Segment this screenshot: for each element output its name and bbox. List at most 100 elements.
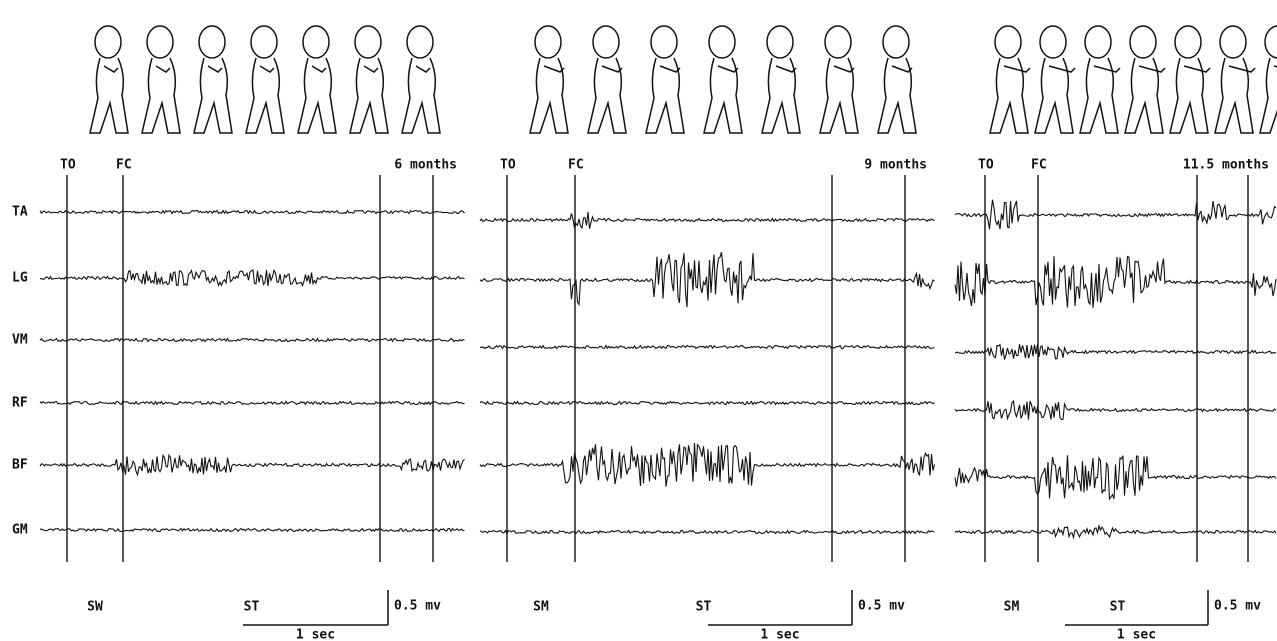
emg-trace: [955, 526, 1276, 538]
arm: [1229, 66, 1255, 72]
emg-trace: [40, 402, 465, 405]
head: [1130, 26, 1156, 58]
time-scale-label: 1 sec: [296, 628, 335, 641]
muscle-label: BF: [12, 458, 28, 473]
age-label: 6 months: [394, 158, 457, 173]
head: [199, 26, 225, 58]
muscle-label: VM: [12, 333, 28, 348]
arm: [312, 66, 326, 72]
head: [709, 26, 735, 58]
head: [1040, 26, 1066, 58]
head: [883, 26, 909, 58]
age-label: 11.5 months: [1183, 158, 1269, 173]
emg-trace: [955, 344, 1276, 359]
emg-trace: [40, 211, 465, 214]
phase-label: ST: [696, 600, 712, 615]
arm: [208, 66, 222, 72]
head: [1265, 26, 1277, 58]
emg-trace: [40, 455, 465, 475]
emg-trace: [40, 339, 465, 342]
head: [355, 26, 381, 58]
emg-trace: [480, 252, 935, 307]
head: [95, 26, 121, 58]
body: [990, 58, 1028, 133]
toddler-figure: [646, 26, 684, 133]
emg-figure: TALGVMRFBFGMTOFC6 monthsSWST0.5 mv1 secT…: [0, 0, 1277, 641]
body: [1080, 58, 1118, 133]
arm: [1094, 66, 1120, 72]
head: [251, 26, 277, 58]
phase-label: SM: [1004, 600, 1020, 615]
amplitude-scale-label: 0.5 mv: [394, 599, 441, 614]
head: [147, 26, 173, 58]
emg-trace: [40, 270, 465, 286]
toddler-figure: [246, 26, 284, 133]
muscle-label: RF: [12, 396, 28, 411]
toddler-figure: [1215, 26, 1255, 133]
emg-trace: [480, 531, 935, 534]
event-marker: TO: [500, 158, 516, 173]
event-marker: TO: [60, 158, 76, 173]
body: [1035, 58, 1073, 133]
arm: [1049, 66, 1075, 72]
emg-trace: [40, 529, 465, 532]
arm: [1004, 66, 1030, 72]
toddler-figure: [990, 26, 1030, 133]
body: [1125, 58, 1163, 133]
emg-trace: [480, 443, 935, 487]
arm: [156, 66, 170, 72]
toddler-figure: [1035, 26, 1075, 133]
head: [593, 26, 619, 58]
emg-trace: [955, 455, 1276, 499]
time-scale-label: 1 sec: [760, 628, 799, 641]
muscle-label: LG: [12, 271, 28, 286]
toddler-figure: [530, 26, 568, 133]
head: [651, 26, 677, 58]
toddler-figure: [194, 26, 232, 133]
phase-label: ST: [1110, 600, 1126, 615]
head: [1085, 26, 1111, 58]
phase-label: SM: [533, 600, 549, 615]
head: [535, 26, 561, 58]
toddler-figure: [1080, 26, 1120, 133]
toddler-figure: [142, 26, 180, 133]
toddler-figure: [350, 26, 388, 133]
age-label: 9 months: [864, 158, 927, 173]
phase-label: SW: [87, 600, 103, 615]
muscle-label: GM: [12, 523, 28, 538]
toddler-figure: [588, 26, 626, 133]
phase-label: ST: [244, 600, 260, 615]
arm: [104, 66, 118, 72]
arm: [1139, 66, 1165, 72]
time-scale-label: 1 sec: [1117, 628, 1156, 641]
emg-trace: [955, 401, 1276, 420]
head: [1175, 26, 1201, 58]
toddler-figure: [820, 26, 858, 133]
head: [825, 26, 851, 58]
amplitude-scale-label: 0.5 mv: [1214, 599, 1261, 614]
head: [303, 26, 329, 58]
event-marker: FC: [116, 158, 132, 173]
toddler-figure: [1170, 26, 1210, 133]
toddler-figure: [762, 26, 800, 133]
emg-trace: [480, 212, 935, 229]
head: [995, 26, 1021, 58]
head: [407, 26, 433, 58]
arm: [1184, 66, 1210, 72]
emg-trace: [480, 402, 935, 405]
event-marker: TO: [978, 158, 994, 173]
toddler-figure: [298, 26, 336, 133]
head: [767, 26, 793, 58]
body: [1215, 58, 1253, 133]
toddler-figure: [1125, 26, 1165, 133]
emg-trace: [955, 256, 1276, 308]
arm: [260, 66, 274, 72]
body: [1260, 58, 1277, 133]
toddler-figure: [402, 26, 440, 133]
toddler-figure: [878, 26, 916, 133]
body: [1170, 58, 1208, 133]
emg-trace: [480, 346, 935, 349]
amplitude-scale-label: 0.5 mv: [858, 599, 905, 614]
arm: [364, 66, 378, 72]
head: [1220, 26, 1246, 58]
